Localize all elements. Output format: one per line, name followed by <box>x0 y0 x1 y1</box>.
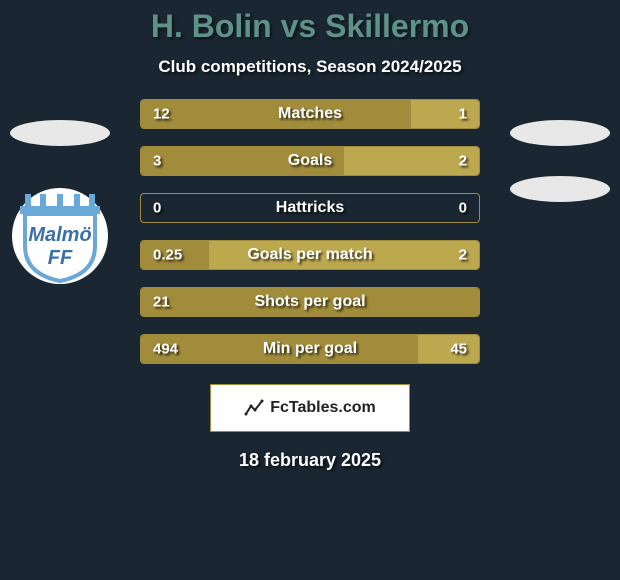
comparison-bars: 121Matches32Goals00Hattricks0.252Goals p… <box>140 99 480 364</box>
page-title: H. Bolin vs Skillermo <box>0 8 620 45</box>
metric-row: 494 45 Min per goal <box>140 334 480 364</box>
right-country-placeholder <box>510 120 610 146</box>
metric-row: 3 2 Goals <box>140 146 480 176</box>
metric-row: 0.25 2 Goals per match <box>140 240 480 270</box>
brand-attribution: FcTables.com <box>210 384 410 432</box>
left-value: 21 <box>153 294 170 311</box>
left-country-placeholder <box>10 120 110 146</box>
svg-text:Malmö: Malmö <box>28 224 91 246</box>
svg-text:FF: FF <box>48 247 73 269</box>
right-value: 0 <box>459 200 467 217</box>
metric-row: 21 Shots per goal <box>140 287 480 317</box>
metric-row: 12 1 Matches <box>140 99 480 129</box>
left-club-badge: Malmö FF <box>10 176 110 296</box>
left-value: 12 <box>153 106 170 123</box>
metric-label: Min per goal <box>263 340 357 358</box>
left-value: 0.25 <box>153 247 182 264</box>
metric-label: Goals <box>288 152 332 170</box>
right-value: 2 <box>459 153 467 170</box>
metric-label: Hattricks <box>276 199 344 217</box>
metric-label: Shots per goal <box>254 293 365 311</box>
right-value: 1 <box>459 106 467 123</box>
left-value: 3 <box>153 153 161 170</box>
left-value: 0 <box>153 200 161 217</box>
subtitle: Club competitions, Season 2024/2025 <box>0 57 620 77</box>
date-label: 18 february 2025 <box>0 450 620 471</box>
malmo-ff-icon: Malmö FF <box>10 186 110 286</box>
right-player-column <box>500 120 620 202</box>
left-segment <box>141 100 411 128</box>
brand-text: FcTables.com <box>270 399 376 417</box>
right-value: 2 <box>459 247 467 264</box>
left-player-column: Malmö FF <box>0 120 120 296</box>
metric-row: 0 0 Hattricks <box>140 193 480 223</box>
left-value: 494 <box>153 341 178 358</box>
right-value: 45 <box>450 341 467 358</box>
metric-label: Matches <box>278 105 342 123</box>
chart-icon <box>244 398 264 418</box>
right-segment <box>411 100 479 128</box>
right-segment <box>418 335 479 363</box>
metric-label: Goals per match <box>247 246 372 264</box>
right-club-placeholder <box>510 176 610 202</box>
